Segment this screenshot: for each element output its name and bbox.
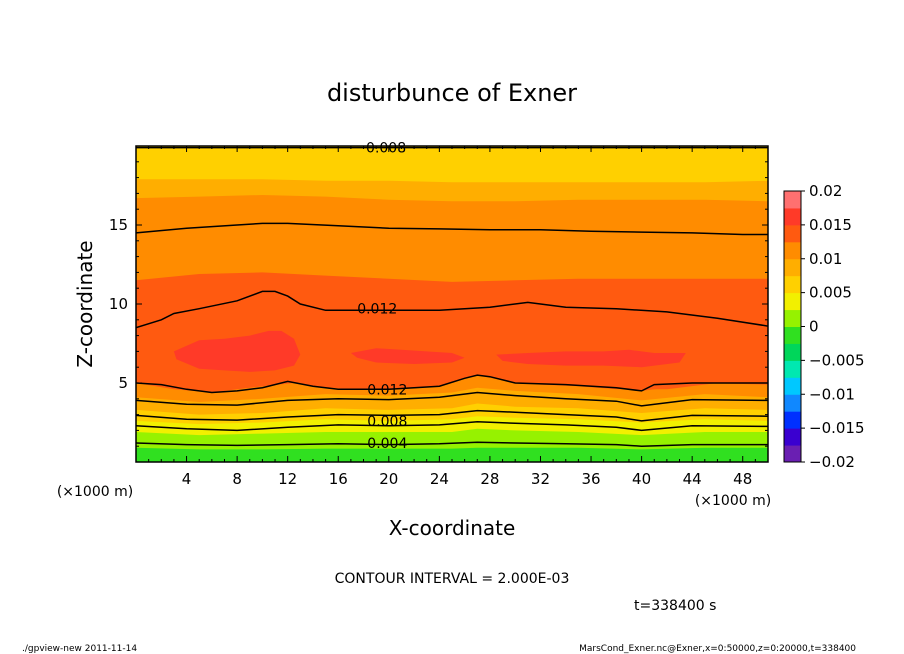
colorbar-segment-13 (784, 224, 801, 243)
contour-line-1 (136, 420, 768, 432)
contour-line-3 (136, 391, 768, 407)
colorbar-segment-9 (784, 292, 801, 311)
colorbar-segment-6 (784, 343, 801, 361)
x-tick-label-12: 12 (278, 470, 297, 488)
x-tick-label-48: 48 (733, 470, 752, 488)
contour-label-2: 0.008 (367, 414, 407, 430)
upper-band-2 (136, 146, 768, 183)
colorbar-segment-0 (784, 445, 801, 463)
x-tick-label-8: 8 (232, 470, 242, 488)
colorbar-segment-3 (784, 394, 801, 412)
x-tick-label-4: 4 (182, 470, 192, 488)
contour-line-6 (136, 222, 768, 236)
chart-title: disturbunce of Exner (327, 79, 577, 107)
colorbar-label-8: −0.02 (809, 453, 855, 471)
colorbar-segment-4 (784, 377, 801, 395)
contour-line-2 (136, 409, 768, 422)
contour-label-7: 0.008 (366, 141, 406, 157)
footer-right-text: MarsCond_Exner.nc@Exner,x=0:50000,z=0:20… (579, 644, 856, 654)
contour-label-5: 0.012 (357, 302, 397, 318)
x-tick-label-36: 36 (581, 470, 600, 488)
contour-label-0: 0.004 (367, 436, 407, 452)
colorbar-segment-8 (784, 309, 801, 327)
y-tick-label-15: 15 (109, 216, 128, 234)
x-tick-label-16: 16 (329, 470, 348, 488)
contour-label-4: 0.012 (367, 382, 407, 398)
plot-area (136, 146, 768, 462)
x-axis-ticks: 4 8 12 16 20 24 28 32 36 40 44 48 (148, 146, 756, 488)
colorbar-segment-1 (784, 428, 801, 446)
colorbar-segment-10 (784, 275, 801, 294)
y-axis-ticks: 5 10 15 (109, 161, 768, 447)
core-region-2 (496, 349, 686, 368)
contour-line-4 (136, 374, 768, 394)
y-tick-label-5: 5 (118, 374, 128, 392)
core-region-1 (350, 348, 465, 364)
y-axis-label: Z-coordinate (73, 240, 97, 367)
x-tick-label-28: 28 (480, 470, 499, 488)
colorbar-label-6: −0.01 (809, 385, 855, 403)
colorbar-segment-14 (784, 207, 801, 226)
contour-interval-text: CONTOUR INTERVAL = 2.000E-03 (335, 571, 570, 587)
y-tick-label-10: 10 (109, 295, 128, 313)
time-text: t=338400 s (634, 598, 716, 614)
colorbar-segment-15 (784, 191, 801, 209)
x-tick-label-20: 20 (379, 470, 398, 488)
colorbar-label-7: −0.015 (809, 419, 865, 437)
contour-line-5 (136, 290, 768, 329)
colorbar-label-5: −0.005 (809, 351, 865, 369)
contour-line-0 (136, 441, 768, 447)
filled-bands (136, 146, 768, 462)
colorbar-label-3: 0.005 (809, 284, 852, 302)
colorbar-label-0: 0.02 (809, 182, 842, 200)
x-tick-label-40: 40 (632, 470, 651, 488)
colorbar-label-4: 0 (809, 318, 819, 336)
x-tick-label-32: 32 (531, 470, 550, 488)
contour-labels: 0.004 0.008 0.012 0.012 0.008 (357, 141, 407, 452)
footer-left-text: ./gpview-new 2011-11-14 (22, 644, 137, 654)
colorbar-segment-5 (784, 360, 801, 378)
x-axis-label: X-coordinate (389, 516, 516, 540)
colorbar-segment-12 (784, 241, 801, 260)
colorbar-label-1: 0.015 (809, 216, 852, 234)
x-tick-label-44: 44 (683, 470, 702, 488)
colorbar-segment-7 (784, 326, 801, 344)
colorbar-segment-11 (784, 258, 801, 277)
colorbar-segment-2 (784, 411, 801, 429)
x-axis-unit: (×1000 m) (695, 493, 771, 509)
x-tick-label-24: 24 (430, 470, 449, 488)
y-axis-unit: (×1000 m) (57, 484, 133, 500)
core-region-0 (173, 330, 301, 372)
inner-band (136, 291, 768, 393)
colorbar-label-2: 0.01 (809, 250, 842, 268)
colorbar: 0.02 0.015 0.01 0.005 0 −0.005 −0.01 −0.015 −0.0… (783, 182, 865, 471)
